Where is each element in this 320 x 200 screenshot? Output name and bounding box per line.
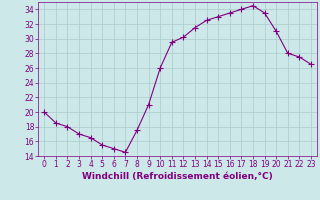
X-axis label: Windchill (Refroidissement éolien,°C): Windchill (Refroidissement éolien,°C): [82, 172, 273, 181]
